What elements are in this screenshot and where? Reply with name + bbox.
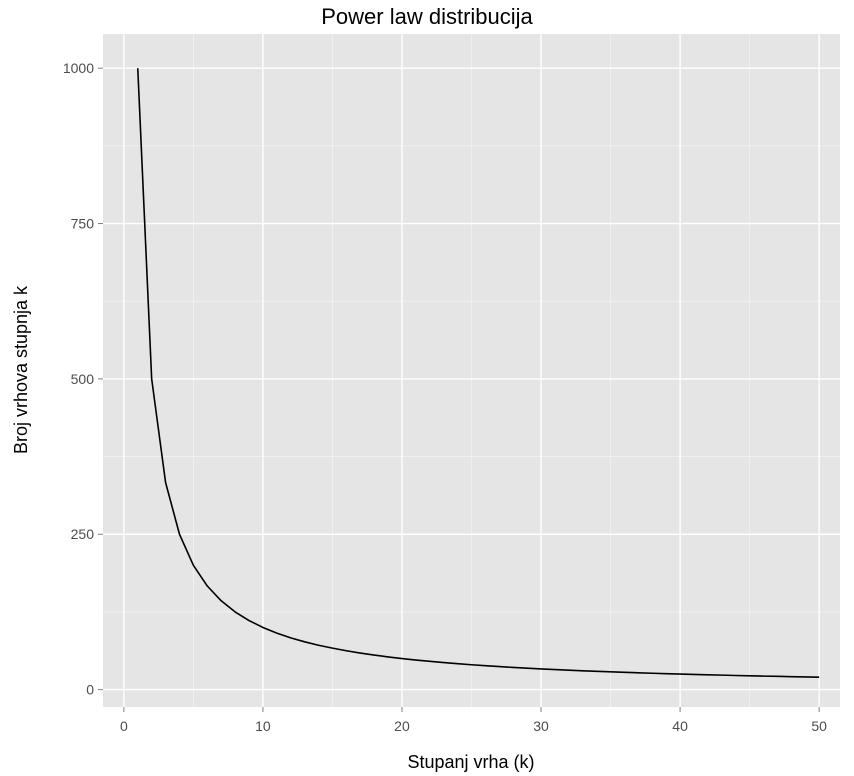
major-gridlines [103,34,840,707]
y-tick-label: 1000 [63,60,94,76]
y-axis-ticks: 0 250 500 750 1000 [63,60,103,698]
y-tick-label: 250 [71,526,95,542]
y-tick-label: 0 [86,682,94,698]
x-tick-label: 10 [255,718,271,734]
y-axis-title: Broj vrhova stupnja k [11,285,31,454]
x-axis-ticks: 0 10 20 30 40 50 [120,707,827,734]
x-axis-title: Stupanj vrha (k) [407,752,534,772]
x-tick-label: 0 [120,718,128,734]
x-tick-label: 40 [672,718,688,734]
chart-title: Power law distribucija [321,4,533,29]
series-line [136,68,820,678]
minor-gridlines [103,34,840,707]
series-group [136,68,820,678]
x-tick-label: 30 [533,718,549,734]
x-tick-label: 20 [394,718,410,734]
y-tick-label: 500 [71,371,95,387]
y-tick-label: 750 [71,216,95,232]
x-tick-label: 50 [811,718,827,734]
